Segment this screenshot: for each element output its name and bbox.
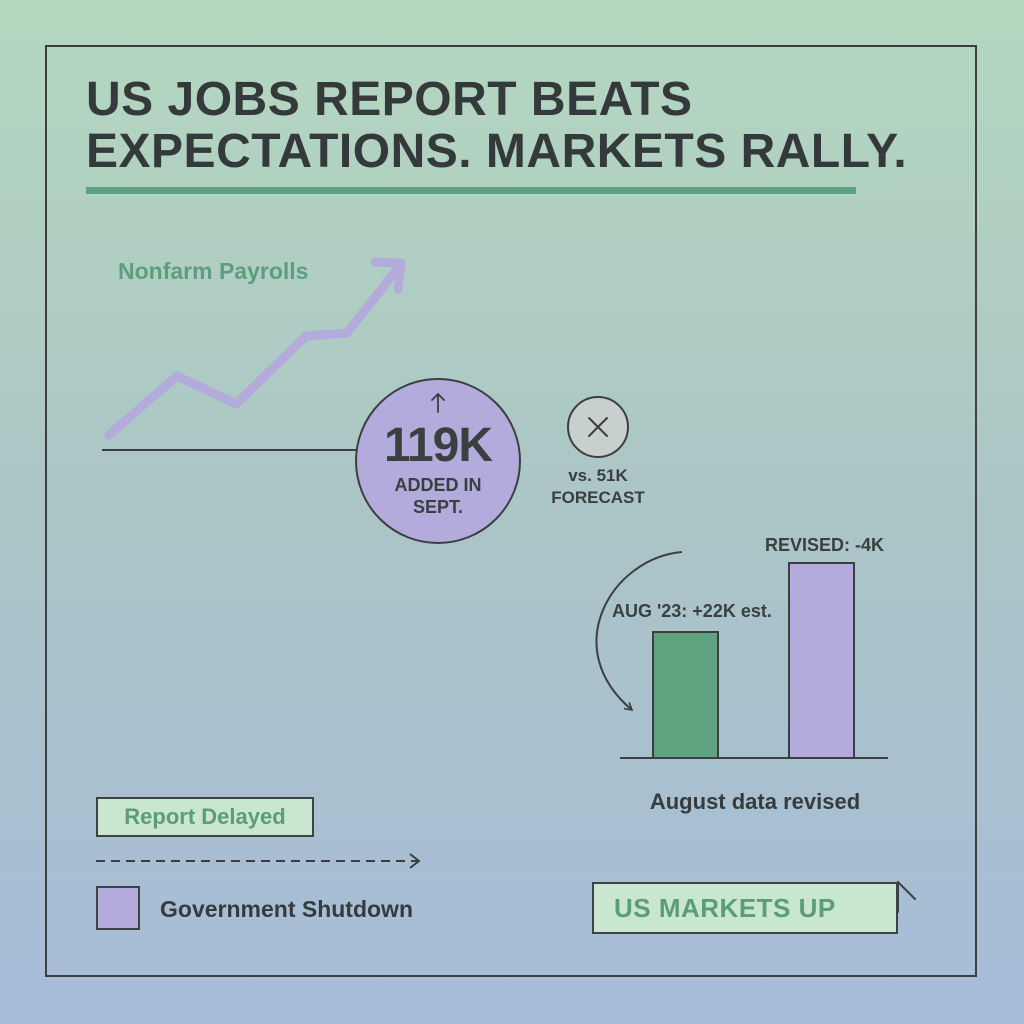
jobs-added-value: 119K xyxy=(383,419,493,472)
dashed-arrowhead-icon xyxy=(409,853,421,869)
headline: US JOBS REPORT BEATS EXPECTATIONS. MARKE… xyxy=(86,74,907,178)
shutdown-swatch xyxy=(96,886,140,930)
payrolls-trend-line xyxy=(104,263,403,440)
forecast-text: vs. 51K FORECAST xyxy=(538,465,658,509)
forecast-line-1: vs. 51K xyxy=(568,466,628,485)
headline-underline xyxy=(86,187,856,194)
revision-caption: August data revised xyxy=(649,789,861,814)
jobs-added-caption-line-1: ADDED IN xyxy=(394,475,482,495)
up-arrow-icon xyxy=(431,392,445,413)
revised-label: REVISED: -4K xyxy=(765,535,885,555)
jobs-added-badge xyxy=(355,378,521,544)
jobs-added-caption-line-2: SEPT. xyxy=(412,497,464,517)
original-estimate-label: AUG '23: +22K est. xyxy=(612,601,772,621)
payrolls-label: Nonfarm Payrolls xyxy=(118,258,309,284)
x-mark-icon xyxy=(588,417,608,437)
bar-aug-original xyxy=(652,631,719,759)
poster-frame xyxy=(45,45,977,977)
forecast-line-2: FORECAST xyxy=(551,488,645,507)
headline-line-1: US JOBS REPORT BEATS xyxy=(86,73,693,126)
headline-line-2: EXPECTATIONS. MARKETS RALLY. xyxy=(86,125,908,178)
markets-up-label: US MARKETS UP xyxy=(614,892,836,923)
report-delayed-box: Report Delayed xyxy=(96,797,314,837)
shutdown-label: Government Shutdown xyxy=(160,896,413,922)
trend-arrowhead-icon xyxy=(370,257,406,294)
markets-up-banner: US MARKETS UP xyxy=(592,882,898,934)
jobs-added-caption: ADDED IN SEPT. xyxy=(376,474,500,518)
report-delayed-label: Report Delayed xyxy=(124,804,286,829)
curved-arrow-icon xyxy=(595,551,683,712)
bar-aug-revised xyxy=(788,562,855,759)
